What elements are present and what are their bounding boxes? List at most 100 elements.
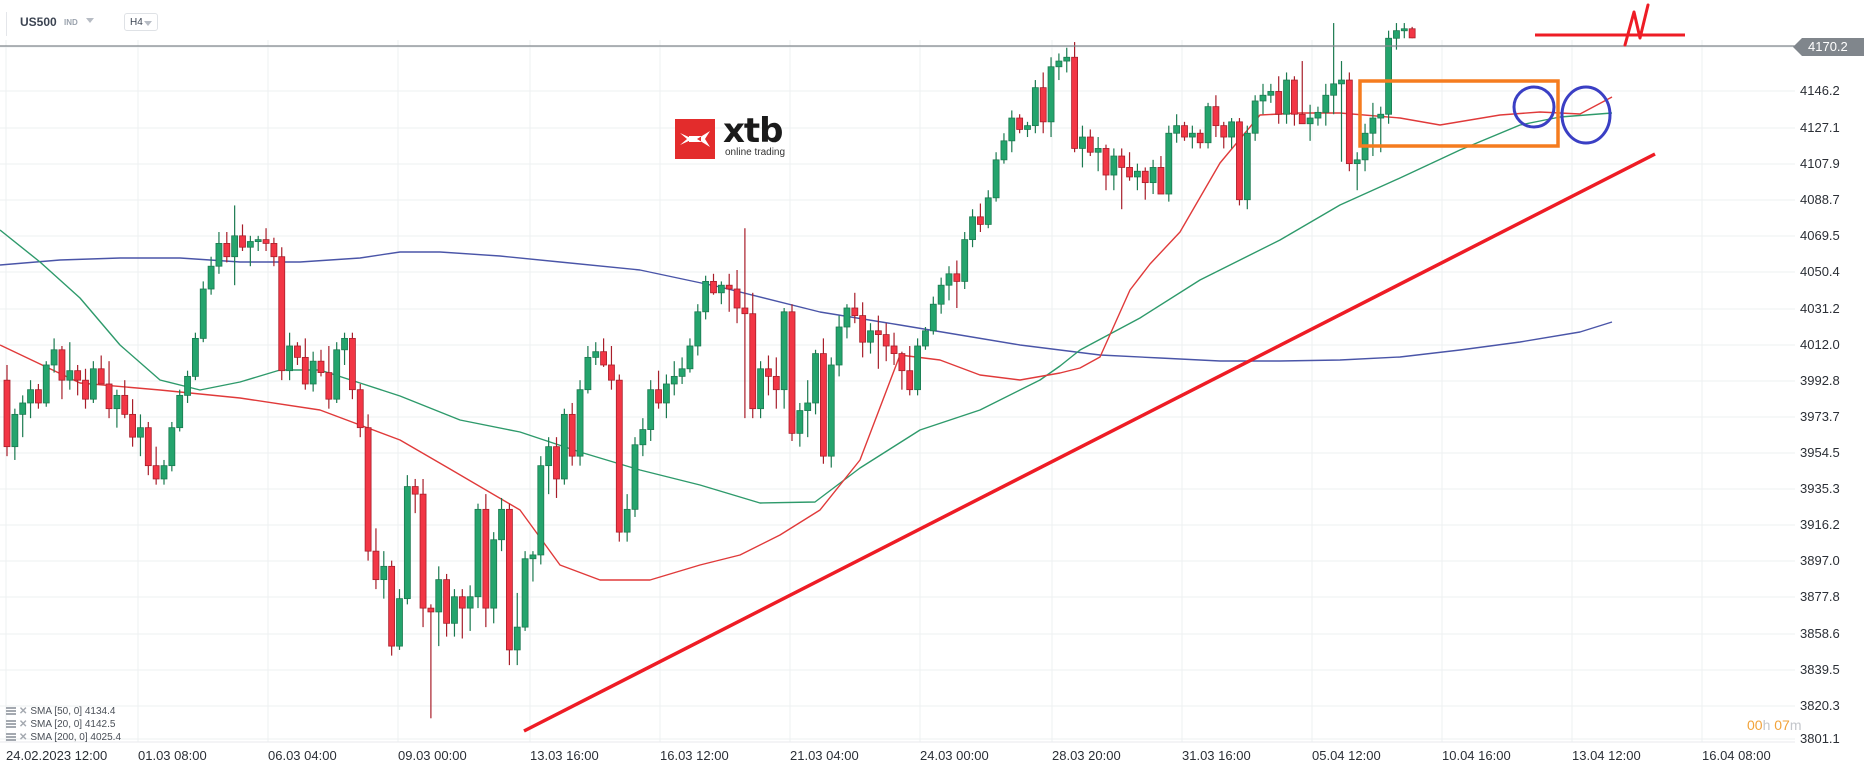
candle-body [1086,136,1094,153]
remove-x-icon[interactable]: ✕ [19,719,28,730]
candle-body [1243,132,1251,201]
candle-body [1259,94,1267,102]
price-tick-label: 3858.6 [1800,626,1840,641]
candle-body [710,281,717,294]
symbol-dropdown-chevron-icon[interactable] [86,18,94,23]
candle-body [294,345,301,358]
candle-body [113,394,121,410]
candle-body [898,353,906,372]
candle-body [309,360,317,385]
candle-body [1094,148,1102,153]
xtb-logo: xtb online trading [675,111,787,159]
candle-body [1275,91,1283,115]
legend-sma50[interactable]: ✕ SMA [50, 0] 4134.4 [6,705,115,718]
candle-body [867,330,874,343]
candle-body [262,239,270,244]
candle-body [568,413,576,457]
price-tick-label: 3801.1 [1800,731,1840,746]
consolidation-rectangle [1358,79,1560,148]
candle-body [1134,170,1141,178]
time-tick-label: 06.03 04:00 [268,748,337,763]
time-tick-label: 10.04 16:00 [1442,748,1511,763]
candle-body [796,410,804,434]
candle-body [215,243,223,267]
time-tick-label: 24.02.2023 12:00 [6,748,108,763]
candle-body [1181,125,1188,138]
candle-body [50,349,58,366]
candle-body [388,565,396,647]
candle-body [851,307,859,316]
candle-body [89,368,97,400]
time-tick-label: 05.04 12:00 [1312,748,1381,763]
legend-sma200[interactable]: ✕ SMA [200, 0] 4025.4 [6,731,121,744]
candle-body [670,375,678,385]
candle-body [1173,125,1181,134]
candle-body [364,427,372,552]
candle-body [466,596,474,609]
symbol-label[interactable]: US500 [20,15,57,29]
settings-lines-icon[interactable] [6,720,16,729]
candle-body [937,284,945,305]
highlight-circle [1560,85,1612,145]
toolbar-divider [6,12,7,36]
candle-body [1408,28,1416,39]
candle-body [529,554,537,560]
price-tick-label: 3973.7 [1800,409,1840,424]
candle-body [207,265,215,290]
candle-body [1031,87,1039,127]
candle-body [969,216,976,241]
candle-body [961,239,969,282]
candle-body [741,307,749,315]
price-tick-label: 4031.2 [1800,301,1840,316]
candle-body [239,235,246,248]
candle-body [11,413,19,448]
candle-body [435,579,443,613]
chart-toolbar: US500 IND H4 [0,0,1866,40]
candle-body [600,351,607,366]
price-tick-label: 4012.0 [1800,337,1840,352]
time-tick-label: 01.03 08:00 [138,748,207,763]
candle-body [1008,117,1016,142]
price-tick-label: 3954.5 [1800,445,1840,460]
candle-body [82,379,89,400]
remove-x-icon[interactable]: ✕ [19,732,28,743]
candle-body [1251,100,1259,134]
candle-body [1377,113,1385,119]
timeframe-value: H4 [130,17,143,28]
candle-body [859,315,867,343]
remove-x-icon[interactable]: ✕ [19,706,28,717]
candle-body [66,370,74,381]
candle-body [631,444,639,510]
timer-minutes-unit: m [1789,717,1802,733]
price-tick-label: 3935.3 [1800,481,1840,496]
candle-body [105,383,113,410]
candle-body [443,579,451,624]
candle-body [788,311,796,434]
time-tick-label: 21.03 04:00 [790,748,859,763]
candle-body [121,394,129,415]
candle-body [1212,106,1220,127]
candle-body [317,360,325,373]
candle-body [490,539,498,609]
timeframe-select[interactable]: H4 [124,13,158,31]
price-tick-label: 3877.8 [1800,589,1840,604]
candle-body [1228,121,1235,138]
settings-lines-icon[interactable] [6,733,16,742]
candle-body [584,356,592,391]
current-price-tag: 4170.2 [1793,38,1864,56]
legend-sma20[interactable]: ✕ SMA [20, 0] 4142.5 [6,718,115,731]
candle-body [58,349,66,381]
settings-lines-icon[interactable] [6,707,16,716]
highlight-circle [1512,85,1556,129]
candle-body [647,389,655,430]
support-trendline [523,152,1656,733]
candle-body [1039,87,1047,123]
candle-body [929,303,937,332]
time-tick-label: 13.04 12:00 [1572,748,1641,763]
candle-body [137,427,144,438]
candle-body [977,216,984,225]
time-tick-label: 31.03 16:00 [1182,748,1251,763]
candle-body [772,375,780,391]
candle-body [906,370,914,391]
